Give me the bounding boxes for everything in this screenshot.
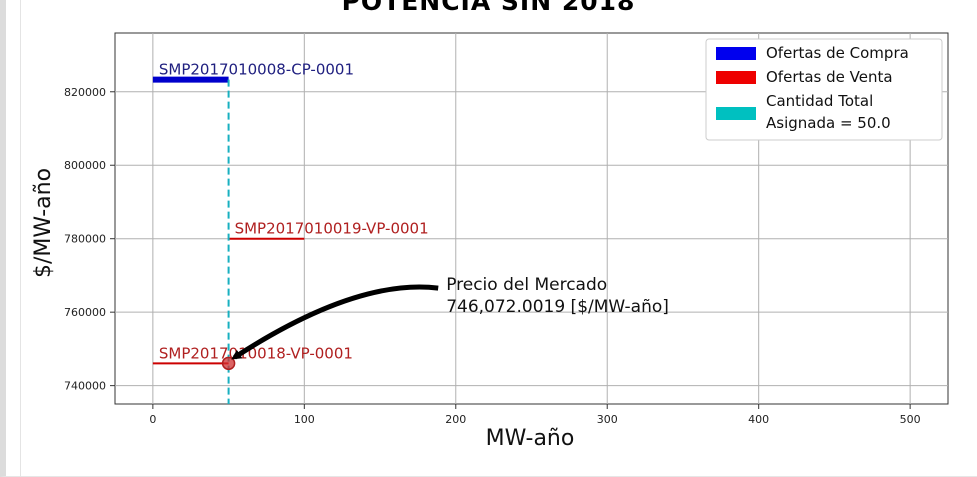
x-axis-label: MW-año — [486, 426, 575, 451]
chart-title: POTENCIA SIN 2018 — [341, 0, 636, 16]
x-tick-label: 0 — [149, 413, 156, 426]
legend-swatch — [716, 71, 756, 84]
market-annotation-line1: Precio del Mercado — [446, 275, 607, 295]
market-annotation-line2: 746,072.0019 [$/MW-año] — [446, 297, 669, 317]
y-axis-label: $/MW-año — [31, 168, 56, 278]
legend-label: Ofertas de Compra — [766, 44, 909, 62]
y-tick-label: 760000 — [64, 306, 106, 319]
x-tick-label: 200 — [445, 413, 466, 426]
y-tick-label: 820000 — [64, 86, 106, 99]
offer-label-compra: SMP2017010008-CP-0001 — [159, 61, 354, 79]
x-tick-label: 100 — [294, 413, 315, 426]
y-tick-label: 780000 — [64, 233, 106, 246]
series-labels: SMP2017010008-CP-0001 SMP2017010019-VP-00… — [159, 61, 429, 363]
offer-label-venta: SMP2017010019-VP-0001 — [235, 220, 429, 238]
legend-label: Asignada = 50.0 — [766, 114, 891, 132]
offer-label-venta: SMP2017010018-VP-0001 — [159, 344, 353, 362]
legend-box — [705, 38, 943, 141]
legend-label: Ofertas de Venta — [766, 68, 893, 86]
market-price-point — [221, 356, 236, 371]
x-tick-label: 300 — [597, 413, 618, 426]
legend: Ofertas de Compra Ofertas de Venta Cantida… — [705, 38, 943, 141]
legend-label: Cantidad Total — [766, 92, 873, 110]
market-arrow — [231, 284, 439, 360]
x-tick-label: 400 — [748, 413, 769, 426]
data-marks — [152, 76, 305, 404]
axis-ticks: 0 100 200 300 400 500 740000 760000 780000 800000… — [64, 86, 921, 426]
window-divider — [20, 0, 21, 477]
legend-swatch — [716, 107, 756, 120]
y-tick-label: 800000 — [64, 159, 106, 172]
y-tick-label: 740000 — [64, 380, 106, 393]
legend-swatch — [716, 47, 756, 60]
x-tick-label: 500 — [900, 413, 921, 426]
